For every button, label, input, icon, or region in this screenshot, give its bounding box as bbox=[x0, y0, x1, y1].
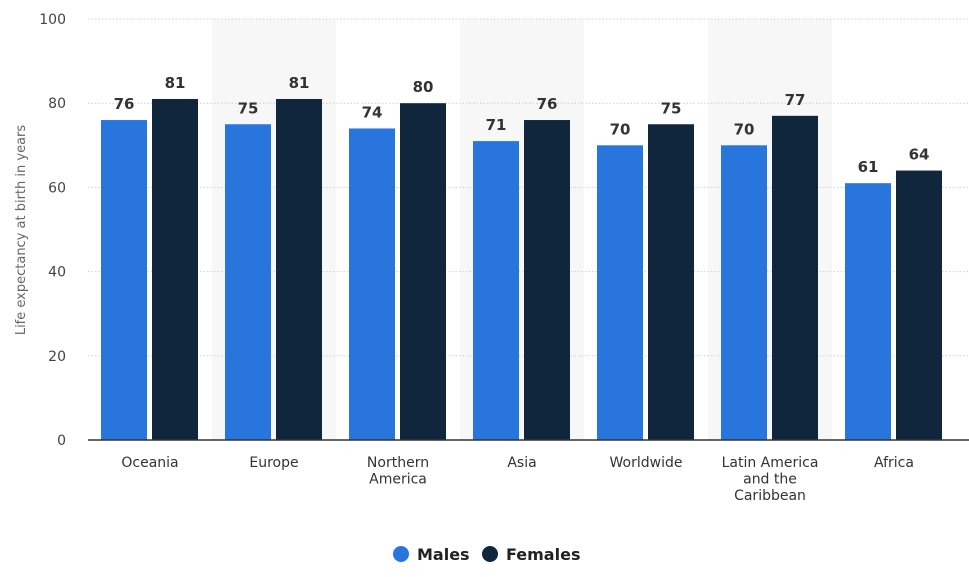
data-label: 75 bbox=[661, 99, 682, 117]
legend-marker-females bbox=[482, 546, 498, 562]
category-label-line: Northern bbox=[367, 455, 429, 471]
y-tick-label: 40 bbox=[48, 265, 66, 281]
data-label: 81 bbox=[165, 74, 186, 92]
category-label-line: Asia bbox=[507, 455, 536, 471]
bar-males bbox=[473, 141, 519, 440]
y-tick-label: 80 bbox=[48, 96, 66, 112]
category-label: Europe bbox=[249, 455, 298, 471]
y-tick-label: 60 bbox=[48, 180, 66, 196]
data-labels: 76 75 74 71 70 70 61 81 81 80 76 75 77 64 bbox=[114, 74, 930, 176]
category-label: Asia bbox=[507, 455, 536, 471]
legend: Males Females bbox=[393, 545, 580, 564]
category-label: Northern America bbox=[367, 455, 429, 488]
category-label-line: Oceania bbox=[121, 455, 178, 471]
category-label: Worldwide bbox=[610, 455, 683, 471]
bar-males bbox=[225, 124, 271, 440]
legend-label-males: Males bbox=[417, 545, 470, 564]
category-label-line: Latin America bbox=[722, 455, 819, 471]
data-label: 75 bbox=[238, 99, 259, 117]
category-label-line: Africa bbox=[874, 455, 914, 471]
bar-males bbox=[101, 120, 147, 440]
bar-males bbox=[349, 128, 395, 440]
data-label: 77 bbox=[785, 91, 806, 109]
data-label: 70 bbox=[734, 120, 755, 138]
category-label-line: and the bbox=[743, 472, 797, 488]
category-label-line: Europe bbox=[249, 455, 298, 471]
category-label: Africa bbox=[874, 455, 914, 471]
data-label: 81 bbox=[289, 74, 310, 92]
data-label: 80 bbox=[413, 78, 434, 96]
legend-label-females: Females bbox=[506, 545, 580, 564]
bar-males bbox=[597, 145, 643, 441]
data-label: 70 bbox=[610, 120, 631, 138]
data-label: 74 bbox=[362, 103, 383, 121]
bars bbox=[101, 98, 942, 441]
y-tick-label: 20 bbox=[48, 349, 66, 365]
y-tick-label: 0 bbox=[57, 433, 66, 449]
bar-males bbox=[721, 145, 767, 441]
category-label: Latin America and the Caribbean bbox=[722, 455, 819, 504]
bar-females bbox=[524, 120, 570, 440]
bar-females bbox=[648, 124, 694, 440]
y-axis-ticks: 0 20 40 60 80 100 bbox=[39, 12, 66, 449]
y-axis-label: Life expectancy at birth in years bbox=[14, 125, 29, 336]
bar-females bbox=[152, 98, 198, 441]
legend-marker-males bbox=[393, 546, 409, 562]
x-axis-categories: Oceania Europe Northern America Asia Worldwid… bbox=[121, 455, 914, 504]
data-label: 76 bbox=[114, 95, 135, 113]
bar-females bbox=[896, 170, 942, 440]
bar-females bbox=[772, 115, 818, 440]
data-label: 61 bbox=[858, 158, 879, 176]
data-label: 71 bbox=[486, 116, 507, 134]
category-label-line: Caribbean bbox=[734, 488, 806, 504]
data-label: 64 bbox=[909, 146, 930, 164]
category-label: Oceania bbox=[121, 455, 178, 471]
bar-females bbox=[400, 103, 446, 440]
category-label-line: America bbox=[369, 472, 427, 488]
data-label: 76 bbox=[537, 95, 558, 113]
category-label-line: Worldwide bbox=[610, 455, 683, 471]
bar-males bbox=[845, 183, 891, 440]
y-tick-label: 100 bbox=[39, 12, 66, 28]
bar-females bbox=[276, 98, 322, 441]
